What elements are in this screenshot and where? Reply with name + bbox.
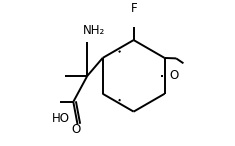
Text: NH₂: NH₂ [83,24,105,37]
Text: HO: HO [52,112,70,125]
Text: O: O [169,69,179,82]
Text: O: O [71,123,81,136]
Text: F: F [131,2,137,15]
